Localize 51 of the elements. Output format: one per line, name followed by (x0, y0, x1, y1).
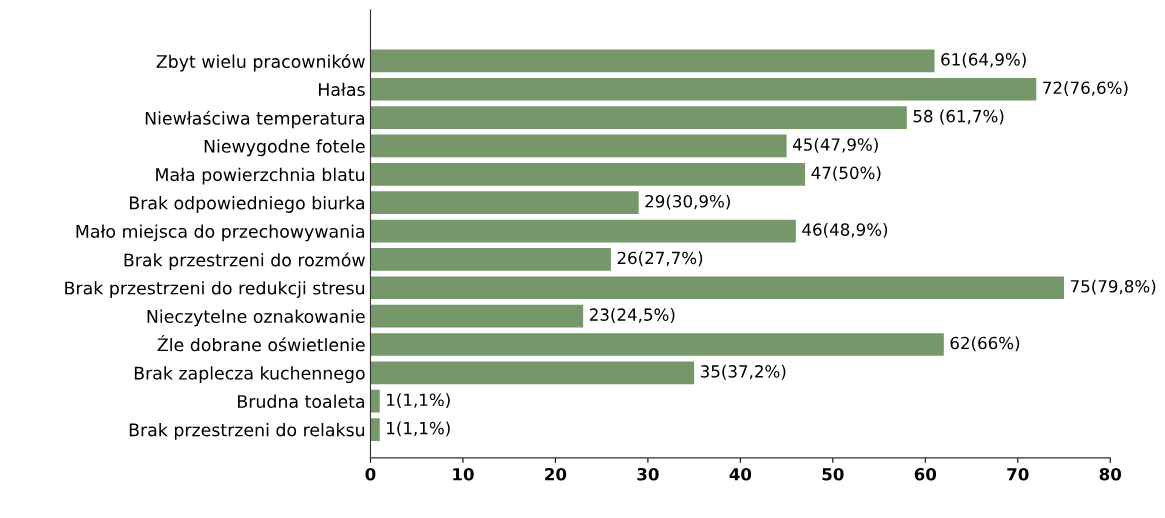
y-tick-label: Niewygodne fotele (204, 139, 365, 157)
data-label: 46(48,9%) (802, 222, 888, 238)
bar (370, 418, 380, 441)
data-label: 62(66%) (950, 336, 1020, 352)
data-label: 35(37,2%) (700, 364, 786, 380)
x-tick-label: 50 (822, 467, 844, 481)
bar (370, 361, 695, 385)
y-tick-label: Hałas (319, 82, 365, 97)
y-tick-label: Zbyt wielu pracowników (156, 53, 365, 72)
bar (370, 333, 944, 356)
data-label: 47(50%) (811, 166, 881, 182)
data-label: 29(30,9%) (645, 194, 730, 210)
y-tick-label: Brak przestrzeni do rozmów (124, 252, 365, 270)
y-tick-label: Brak zaplecza kuchennego (134, 366, 365, 384)
x-tick-label: 0 (365, 467, 376, 481)
data-label: 45(47,9%) (792, 137, 878, 153)
data-label: 23(24,5%) (589, 308, 675, 323)
x-tick-label: 10 (453, 467, 474, 481)
bar (370, 219, 796, 243)
x-tick-label: 20 (545, 467, 567, 481)
bar (370, 77, 1037, 101)
y-tick-label: Brak przestrzeni do relaksu (129, 422, 365, 440)
x-tick-label: 40 (729, 467, 752, 481)
bar (370, 304, 584, 328)
bar (370, 191, 639, 215)
bar (370, 49, 935, 73)
data-label: 1(1,1%) (387, 421, 450, 437)
data-label: 72(76,6%) (1043, 81, 1128, 97)
y-tick-label: Brak przestrzeni do redukcji stresu (65, 281, 365, 298)
y-tick-label: Mało miejsca do przechowywania (76, 224, 365, 242)
data-label: 26(27,7%) (617, 251, 703, 267)
y-tick-label: Mała powierzchnia blatu (156, 167, 365, 185)
y-tick-label: Brak odpowiedniego biurka (130, 196, 365, 213)
x-tick-label: 70 (1007, 467, 1029, 481)
x-tick-label: 60 (914, 467, 937, 481)
bar (370, 134, 787, 158)
y-tick-label: Brudna toaleta (238, 394, 365, 409)
bar (370, 106, 907, 129)
data-label: 1(1,1%) (387, 393, 450, 408)
x-tick-label: 30 (637, 467, 659, 481)
data-label: 75(79,8%) (1070, 279, 1156, 295)
y-tick-label: Źle dobrane oświetlenie (157, 335, 365, 352)
x-tick-label: 80 (1099, 467, 1122, 481)
data-label: 61(64,9%) (941, 52, 1026, 68)
y-tick-label: Niewłaściwa temperatura (145, 110, 365, 129)
bar (370, 389, 380, 413)
bar (370, 162, 806, 186)
y-tick-label: Nieczytelne oznakowanie (147, 309, 365, 327)
bar (370, 276, 1065, 300)
data-label: 58 (61,7%) (913, 109, 1004, 125)
bar (370, 248, 611, 271)
